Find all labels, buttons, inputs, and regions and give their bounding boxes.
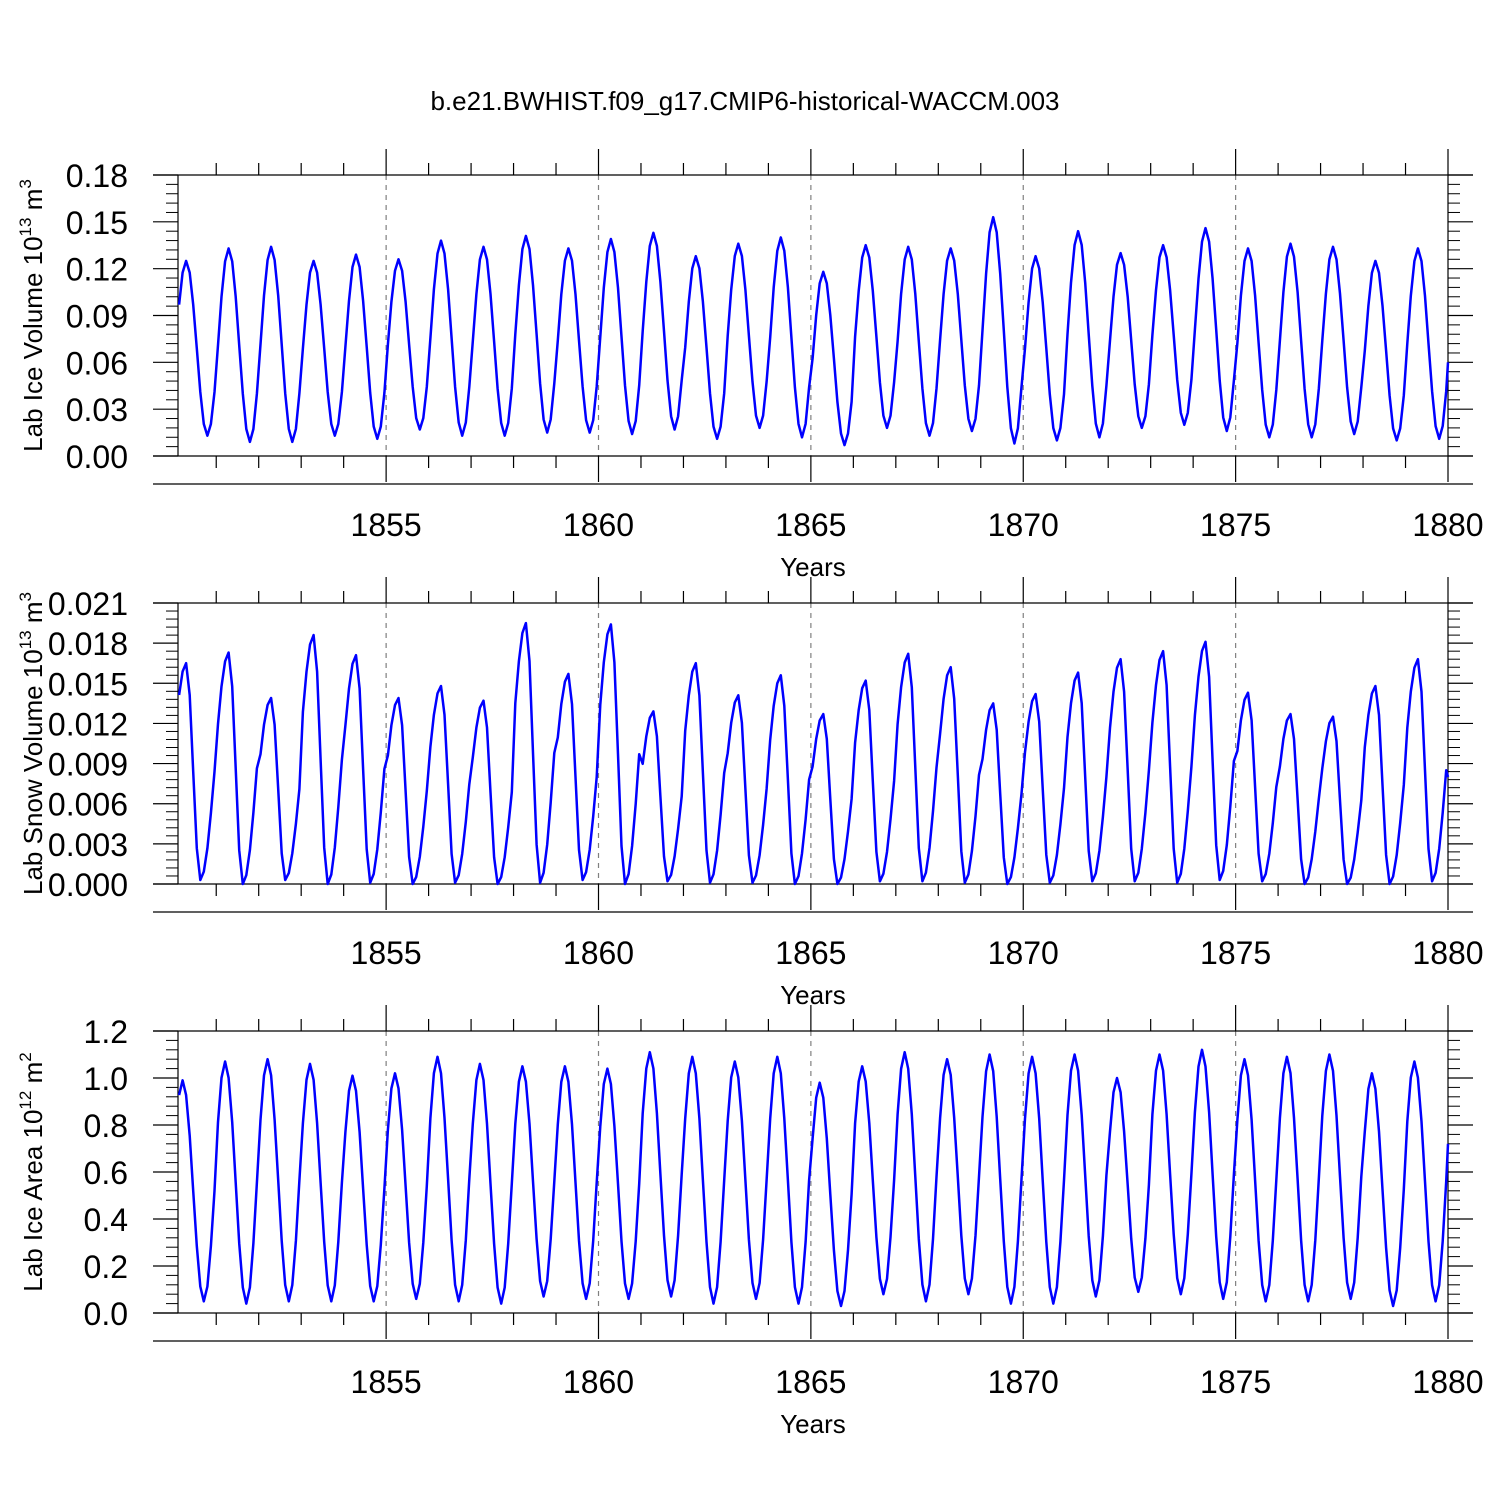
xtick-label: 1880 [1412,935,1483,971]
ytick-label: 1.2 [84,1014,128,1050]
ytick-label: 0.4 [84,1202,128,1238]
xtick-label: 1870 [988,935,1059,971]
panel-lab-ice-area: 0.0 0.2 0.4 0.6 0.8 1.0 1.2 1855 1860 1865 1870 187… [16,1005,1484,1439]
ytick-label: 0.8 [84,1108,128,1144]
xtick-label: 1875 [1200,507,1271,543]
ytick-label: 0.06 [66,345,128,381]
panel-lab-snow-volume: 0.000 0.003 0.006 0.009 0.012 0.015 0.018 0.021… [16,577,1484,1010]
xtick-label: 1880 [1412,1364,1483,1400]
xtick-label: 1860 [563,1364,634,1400]
panels: 0.00 0.03 0.06 0.09 0.12 0.15 0.18 1855 1860 1865… [16,149,1484,1439]
ytick-label: 0.0 [84,1296,128,1332]
y-axis-label: Lab Snow Volume 1013 m3 [16,592,48,895]
ytick-label: 0.6 [84,1155,128,1191]
ytick-label: 0.006 [48,787,128,823]
xtick-label: 1860 [563,935,634,971]
panel-lab-ice-volume: 0.00 0.03 0.06 0.09 0.12 0.15 0.18 1855 1860 1865… [16,149,1484,582]
ytick-label: 0.015 [48,666,128,702]
x-axis-label: Years [780,980,846,1010]
ytick-label: 0.12 [66,252,128,288]
xtick-label: 1855 [351,507,422,543]
xtick-label: 1865 [775,935,846,971]
figure-title: b.e21.BWHIST.f09_g17.CMIP6-historical-WA… [430,86,1059,116]
ytick-label: 1.0 [84,1061,128,1097]
xtick-label: 1870 [988,507,1059,543]
series-line-lab-snow-volume [177,621,1450,886]
series-line-lab-ice-area [177,1048,1450,1308]
ytick-label: 0.009 [48,747,128,783]
xtick-label: 1875 [1200,935,1271,971]
ytick-label: 0.000 [48,867,128,903]
xtick-label: 1880 [1412,507,1483,543]
x-axis-label: Years [780,1409,846,1439]
xtick-label: 1865 [775,1364,846,1400]
ytick-label: 0.09 [66,299,128,335]
ytick-label: 0.00 [66,439,128,475]
xtick-label: 1855 [351,1364,422,1400]
xtick-label: 1865 [775,507,846,543]
ytick-label: 0.003 [48,827,128,863]
y-axis-label: Lab Ice Area 1012 m2 [16,1052,48,1291]
xtick-label: 1860 [563,507,634,543]
ytick-label: 0.15 [66,205,128,241]
xtick-label: 1870 [988,1364,1059,1400]
ytick-label: 0.018 [48,626,128,662]
ytick-label: 0.012 [48,706,128,742]
xtick-label: 1855 [351,935,422,971]
y-axis-label: Lab Ice Volume 1013 m3 [16,179,48,452]
ytick-label: 0.021 [48,586,128,622]
xtick-label: 1875 [1200,1364,1271,1400]
ytick-label: 0.18 [66,158,128,194]
x-axis-label: Years [780,552,846,582]
series-line-lab-ice-volume [177,215,1450,447]
ytick-label: 0.2 [84,1249,128,1285]
ytick-label: 0.03 [66,392,128,428]
